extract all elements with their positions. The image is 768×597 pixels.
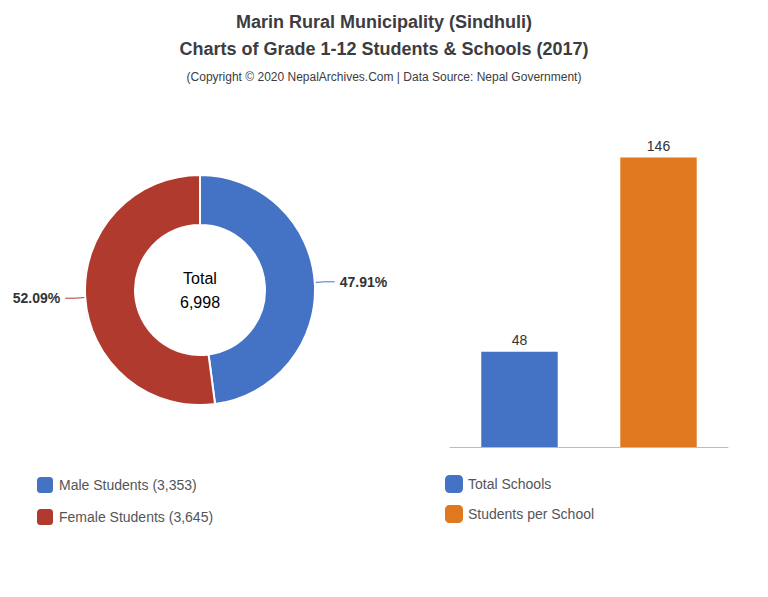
svg-text:Total Schools: Total Schools [468, 476, 551, 492]
svg-text:52.09%: 52.09% [13, 290, 61, 306]
svg-text:146: 146 [647, 138, 671, 154]
svg-text:Male Students (3,353): Male Students (3,353) [59, 477, 197, 493]
svg-text:Marin Rural Municipality (Sind: Marin Rural Municipality (Sindhuli) [236, 12, 532, 32]
svg-text:Charts of Grade 1-12 Students: Charts of Grade 1-12 Students & Schools … [179, 39, 588, 59]
svg-text:47.91%: 47.91% [340, 274, 388, 290]
svg-text:48: 48 [512, 332, 528, 348]
svg-text:Female Students (3,645): Female Students (3,645) [59, 509, 213, 525]
svg-text:Students per School: Students per School [468, 506, 594, 522]
svg-text:(Copyright © 2020 NepalArchive: (Copyright © 2020 NepalArchives.Com | Da… [187, 70, 582, 84]
svg-text:Total: Total [183, 270, 217, 287]
svg-text:6,998: 6,998 [180, 294, 220, 311]
